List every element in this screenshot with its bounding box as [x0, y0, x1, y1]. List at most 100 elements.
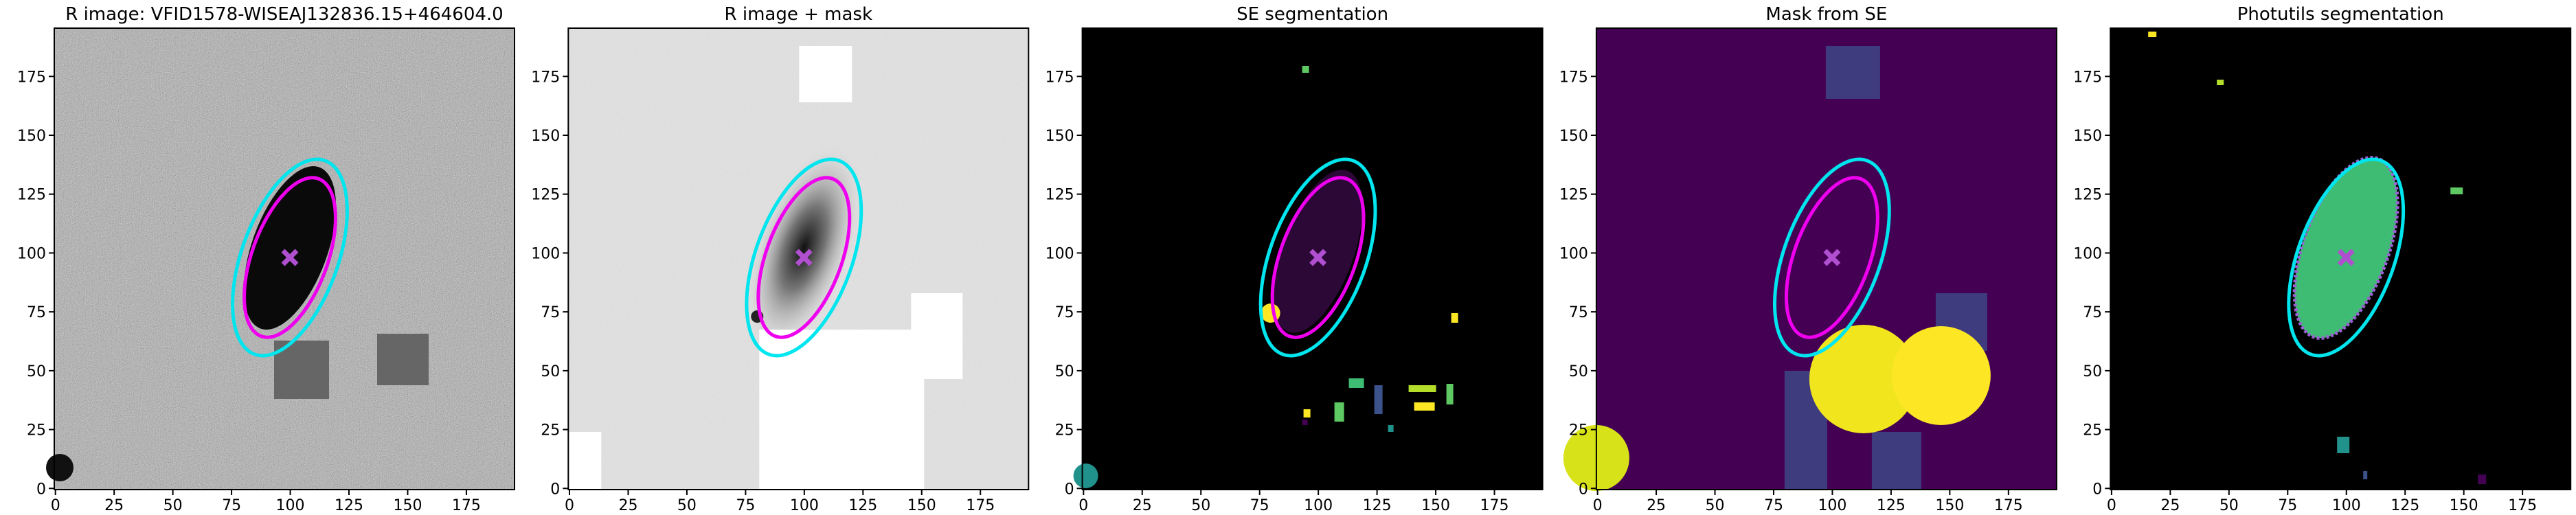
- y-tick-label: 150: [1046, 128, 1074, 145]
- y-tick-label: 125: [2073, 187, 2102, 204]
- x-tick-label: 125: [335, 497, 363, 514]
- y-tick-label: 100: [17, 245, 46, 262]
- mask-region: [1825, 46, 1880, 99]
- segment: [1414, 402, 1435, 411]
- axes-frame: [1595, 27, 2057, 490]
- x-tick-label: 0: [1593, 497, 1603, 514]
- y-tick-label: 0: [550, 481, 560, 498]
- y-tick-label: 25: [541, 422, 560, 439]
- y-tick-label: 125: [1046, 187, 1074, 204]
- x-tick-label: 100: [276, 497, 305, 514]
- mask-circle: [1891, 326, 1991, 425]
- segment: [1302, 66, 1309, 73]
- x-tick-label: 175: [966, 497, 995, 514]
- x-tick-label: 25: [618, 497, 637, 514]
- y-tick-label: 25: [27, 422, 46, 439]
- axes-frame: [1081, 27, 1544, 490]
- x-tick-label: 150: [2450, 497, 2478, 514]
- inner-ellipse: [1784, 176, 1879, 339]
- x-tick-label: 100: [790, 497, 819, 514]
- y-tick-label: 50: [2083, 363, 2102, 380]
- image-panel: [568, 28, 1029, 490]
- segment: [2337, 437, 2350, 453]
- x-tick-label: 50: [677, 497, 697, 514]
- segment: [1348, 378, 1364, 388]
- y-tick-label: 125: [1559, 187, 1588, 204]
- segment: [1073, 464, 1098, 488]
- x-tick-label: 50: [1191, 497, 1210, 514]
- y-tick-label: 150: [531, 128, 560, 145]
- segment: [2450, 187, 2463, 194]
- segment: [2217, 80, 2224, 85]
- center-marker: [1309, 249, 1327, 266]
- x-tick-label: 150: [1935, 497, 1964, 514]
- star: [46, 454, 74, 481]
- x-tick-label: 175: [1480, 497, 1509, 514]
- segment: [1273, 170, 1363, 333]
- x-tick-label: 75: [1250, 497, 1269, 514]
- x-tick-label: 50: [163, 497, 183, 514]
- segment: [2148, 32, 2157, 37]
- center-marker: [1823, 249, 1841, 266]
- x-tick-label: 50: [1706, 497, 1725, 514]
- x-tick-label: 150: [1421, 497, 1450, 514]
- x-tick-label: 150: [907, 497, 936, 514]
- y-tick-label: 100: [1559, 245, 1588, 262]
- segment: [1303, 409, 1311, 417]
- x-tick-label: 175: [452, 497, 481, 514]
- y-tick-label: 175: [1559, 69, 1588, 86]
- image-panel: [1563, 28, 2057, 491]
- x-tick-label: 25: [1647, 497, 1666, 514]
- x-tick-label: 125: [1363, 497, 1392, 514]
- y-tick-label: 0: [36, 481, 46, 498]
- x-tick-label: 0: [565, 497, 574, 514]
- y-tick-label: 75: [27, 304, 46, 321]
- x-tick-label: 25: [1133, 497, 1152, 514]
- y-tick-label: 0: [1579, 481, 1588, 498]
- x-tick-label: 75: [1764, 497, 1783, 514]
- y-tick-label: 100: [1046, 245, 1074, 262]
- chart-title: Photutils segmentation: [2237, 4, 2444, 25]
- x-tick-label: 175: [2508, 497, 2537, 514]
- chart-title: R image + mask: [725, 4, 873, 25]
- inner-ellipse: [1270, 176, 1366, 339]
- segment: [1388, 425, 1394, 432]
- mask-region: [911, 293, 963, 379]
- center-marker: [795, 249, 813, 266]
- center-marker: [281, 249, 299, 266]
- segment: [1451, 313, 1458, 323]
- y-tick-label: 25: [2083, 422, 2102, 439]
- outer-ellipse: [1772, 157, 1891, 358]
- outer-ellipse: [1258, 157, 1377, 358]
- y-tick-label: 0: [1065, 481, 1074, 498]
- inner-ellipse: [756, 176, 852, 339]
- chart-title: Mask from SE: [1765, 4, 1887, 25]
- mask-circle: [1809, 325, 1918, 433]
- x-tick-label: 0: [1078, 497, 1088, 514]
- y-tick-label: 50: [541, 363, 560, 380]
- x-tick-label: 100: [1818, 497, 1846, 514]
- x-tick-label: 75: [2278, 497, 2297, 514]
- x-tick-label: 125: [2391, 497, 2419, 514]
- y-tick-label: 50: [1055, 363, 1074, 380]
- center-marker: [2337, 249, 2355, 266]
- galaxy: [745, 143, 863, 353]
- x-tick-label: 0: [51, 497, 60, 514]
- x-tick-label: 0: [2107, 497, 2116, 514]
- y-tick-label: 150: [17, 128, 46, 145]
- axes-frame: [54, 27, 515, 490]
- axes-frame: [2110, 27, 2572, 490]
- mask-region: [1871, 432, 1921, 490]
- segment: [1374, 385, 1383, 414]
- mask-region: [799, 46, 852, 102]
- segment: [2363, 471, 2368, 479]
- y-tick-label: 100: [531, 245, 560, 262]
- segment: [1334, 402, 1344, 422]
- x-tick-label: 150: [393, 497, 422, 514]
- chart-title: R image: VFID1578-WISEAJ132836.15+464604…: [65, 4, 503, 25]
- y-tick-label: 0: [2092, 481, 2102, 498]
- outer-ellipse: [231, 157, 349, 358]
- y-tick-label: 175: [531, 69, 560, 86]
- chart-title: SE segmentation: [1236, 4, 1388, 25]
